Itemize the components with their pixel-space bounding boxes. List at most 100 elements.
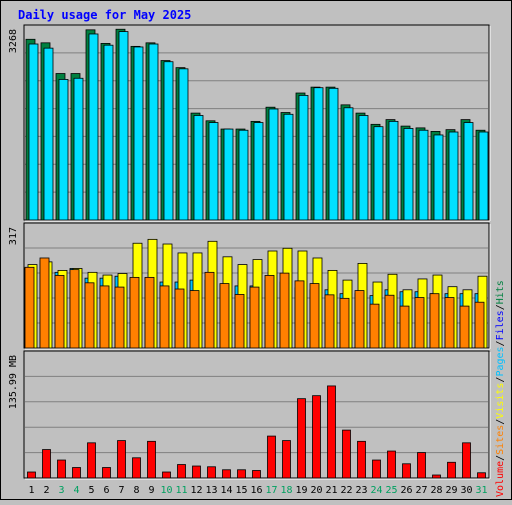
legend-separator: /: [495, 340, 506, 346]
day-label-29: 29: [445, 485, 457, 496]
day-label-14: 14: [220, 485, 232, 496]
bar-files-day-26: [403, 128, 414, 221]
bar-files-day-25: [388, 120, 399, 221]
bar-volume-day-30: [462, 442, 471, 479]
bar-volume-day-29: [447, 461, 456, 479]
bar-sites-day-10: [159, 285, 170, 349]
bar-volume-day-26: [402, 463, 411, 479]
bar-volume-day-23: [357, 440, 366, 479]
bar-sites-day-15: [234, 294, 245, 349]
bar-sites-day-6: [99, 285, 110, 349]
day-label-2: 2: [43, 485, 49, 496]
bar-volume-day-20: [312, 395, 321, 479]
day-label-1: 1: [28, 485, 34, 496]
bar-sites-day-16: [249, 286, 260, 349]
axis-max-label: 317: [8, 227, 19, 245]
bar-sites-day-31: [474, 301, 485, 349]
legend-separator: /: [495, 377, 506, 383]
bar-files-day-2: [43, 47, 54, 221]
bar-sites-day-12: [189, 290, 200, 349]
day-label-3: 3: [58, 485, 64, 496]
bar-files-day-9: [148, 43, 159, 221]
bar-sites-day-24: [369, 303, 380, 349]
bar-files-day-4: [73, 77, 84, 221]
day-label-25: 25: [385, 485, 397, 496]
chart-title: Daily usage for May 2025: [18, 8, 191, 22]
bar-files-day-21: [328, 87, 339, 221]
bar-sites-day-27: [414, 297, 425, 349]
day-label-24: 24: [370, 485, 382, 496]
bar-sites-day-26: [399, 305, 410, 349]
bar-volume-day-14: [222, 469, 231, 479]
legend-separator: /: [495, 455, 506, 461]
bar-files-day-5: [88, 33, 99, 221]
bar-sites-day-9: [144, 276, 155, 349]
day-label-9: 9: [148, 485, 154, 496]
day-label-23: 23: [355, 485, 367, 496]
bar-files-day-15: [238, 129, 249, 221]
plot-panel-volume: [23, 350, 490, 479]
bar-volume-day-7: [117, 440, 126, 479]
bar-volume-day-4: [72, 467, 81, 479]
bar-sites-day-19: [294, 280, 305, 349]
bar-files-day-13: [208, 122, 219, 221]
bar-files-day-24: [373, 126, 384, 221]
bar-sites-day-28: [429, 293, 440, 349]
bar-files-day-7: [118, 31, 129, 221]
day-label-21: 21: [325, 485, 337, 496]
bar-files-day-3: [58, 79, 69, 221]
bar-volume-day-13: [207, 466, 216, 479]
bar-sites-day-18: [279, 272, 290, 349]
bar-volume-day-8: [132, 457, 141, 479]
day-label-4: 4: [73, 485, 79, 496]
bar-files-day-29: [448, 131, 459, 221]
day-label-6: 6: [103, 485, 109, 496]
bar-sites-day-29: [444, 297, 455, 349]
day-label-18: 18: [280, 485, 292, 496]
bar-files-day-19: [298, 94, 309, 221]
bar-files-day-10: [163, 61, 174, 221]
bar-volume-day-16: [252, 470, 261, 479]
day-label-13: 13: [205, 485, 217, 496]
day-label-28: 28: [430, 485, 442, 496]
bar-volume-day-2: [42, 449, 51, 479]
legend-item-volume: Volume: [495, 461, 506, 497]
day-label-20: 20: [310, 485, 322, 496]
legend-item-sites: Sites: [495, 425, 506, 455]
bar-sites-day-20: [309, 283, 320, 349]
bar-files-day-18: [283, 113, 294, 221]
legend-item-pages: Pages: [495, 346, 506, 376]
bar-files-day-31: [478, 131, 489, 221]
day-label-12: 12: [190, 485, 202, 496]
bar-sites-day-7: [114, 286, 125, 349]
legend-item-files: Files: [495, 310, 506, 340]
bar-volume-day-12: [192, 465, 201, 479]
legend-item-visits: Visits: [495, 383, 506, 419]
axis-max-label: 3268: [8, 29, 19, 53]
bar-sites-day-13: [204, 271, 215, 349]
bar-sites-day-30: [459, 305, 470, 349]
bar-volume-day-9: [147, 440, 156, 479]
bar-sites-day-14: [219, 283, 230, 349]
bar-volume-day-31: [477, 472, 486, 479]
bar-sites-day-23: [354, 290, 365, 349]
bar-files-day-28: [433, 134, 444, 221]
bar-volume-day-5: [87, 442, 96, 479]
bar-volume-day-1: [27, 471, 36, 479]
day-label-27: 27: [415, 485, 427, 496]
legend-separator: /: [495, 419, 506, 425]
bar-volume-day-27: [417, 452, 426, 479]
bar-volume-day-6: [102, 467, 111, 479]
bar-volume-day-3: [57, 459, 66, 479]
bar-sites-day-3: [54, 275, 65, 349]
legend-separator: /: [495, 304, 506, 310]
bar-volume-day-10: [162, 471, 171, 479]
day-label-19: 19: [295, 485, 307, 496]
bar-volume-day-19: [297, 398, 306, 479]
bar-files-day-6: [103, 44, 114, 221]
axis-max-label: 135.99 MB: [8, 355, 19, 409]
bar-sites-day-17: [264, 275, 275, 349]
legend-item-hits: Hits: [495, 280, 506, 304]
bar-files-day-22: [343, 107, 354, 221]
